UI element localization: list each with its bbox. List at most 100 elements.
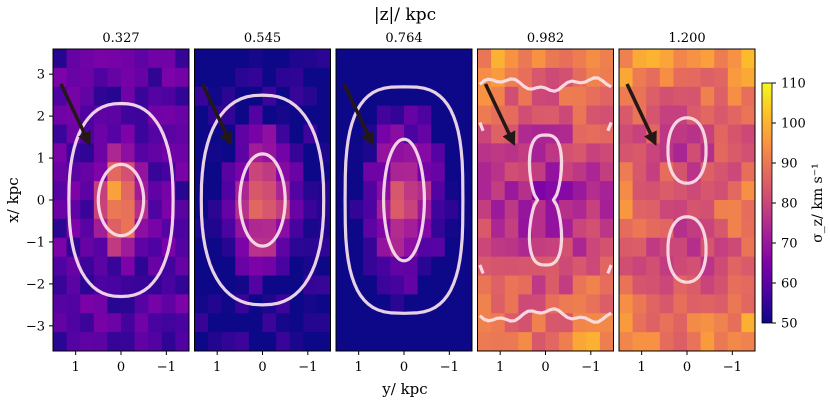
panel-3: 0.764 1 0 −1 — [335, 31, 473, 375]
heatmap-cell — [586, 332, 601, 352]
heatmap-cell — [134, 313, 149, 333]
heatmap-cell — [491, 332, 506, 352]
heatmap-cell — [586, 181, 601, 201]
heatmap-cell — [714, 313, 729, 333]
heatmap-cell — [93, 294, 108, 314]
panel-label: 0.327 — [102, 31, 139, 46]
heatmap-cell — [262, 105, 277, 125]
heatmap-cell — [121, 49, 135, 69]
heatmap-cell — [458, 218, 473, 239]
heatmap-cell — [316, 124, 331, 144]
heatmap-cell — [491, 237, 506, 258]
heatmap-cell — [404, 181, 418, 201]
heatmap-cell — [518, 49, 533, 69]
heatmap-cell — [175, 105, 190, 125]
heatmap-cell — [504, 181, 519, 201]
heatmap-cell — [619, 218, 633, 239]
heatmap-cell — [518, 313, 533, 333]
heatmap-cell — [175, 49, 190, 69]
heatmap-cell — [404, 200, 418, 220]
heatmap-cell — [363, 237, 378, 258]
heatmap-cell — [66, 332, 81, 352]
heatmap-cell — [376, 86, 391, 107]
heatmap-cell — [390, 313, 405, 333]
heatmap-cell — [262, 67, 277, 88]
heatmap-cell — [276, 124, 291, 144]
x-tick-label: −1 — [157, 360, 176, 375]
heatmap-cell — [477, 275, 492, 295]
heatmap-cell — [161, 332, 176, 352]
y-tick-label: 0 — [37, 194, 45, 209]
heatmap-cell — [107, 105, 122, 125]
heatmap-cell — [276, 49, 291, 69]
heatmap-cell — [107, 49, 122, 69]
heatmap-cell — [518, 105, 533, 125]
heatmap-cell — [646, 49, 661, 69]
heatmap-cell — [121, 86, 135, 107]
heatmap-cell — [632, 162, 647, 182]
heatmap-cell — [221, 256, 236, 276]
heatmap-cell — [458, 162, 473, 182]
contour-line — [478, 307, 612, 324]
heatmap-cell — [404, 86, 418, 107]
heatmap-cell — [134, 67, 149, 88]
heatmap-cell — [504, 143, 519, 163]
heatmap-cell — [741, 67, 756, 88]
contour-line — [478, 264, 485, 274]
heatmap-cell — [148, 218, 163, 239]
panel-1: 0.327 1 0 −1 — [52, 31, 190, 375]
heatmap-cell — [276, 67, 291, 88]
heatmap-cell — [390, 275, 405, 295]
heatmap-cell — [148, 86, 163, 107]
heatmap-cell — [545, 49, 560, 69]
heatmap-cell — [444, 124, 459, 144]
heatmap-cell — [289, 218, 304, 239]
heatmap-cell — [336, 67, 350, 88]
heatmap-cell — [235, 256, 250, 276]
heatmap-cell — [121, 67, 135, 88]
heatmap-cell — [148, 313, 163, 333]
heatmap-cell — [687, 86, 701, 107]
heatmap-cell — [741, 162, 756, 182]
x-tick-label: 0 — [400, 360, 408, 375]
heatmap-cell — [659, 49, 674, 69]
heatmap-cell — [431, 256, 446, 276]
heatmap-cell — [741, 237, 756, 258]
x-tick-label: 0 — [117, 360, 125, 375]
heatmap-cell — [175, 237, 190, 258]
heatmap-cell — [376, 143, 391, 163]
heatmap-cell — [458, 181, 473, 201]
heatmap-cell — [336, 275, 350, 295]
heatmap-cell — [431, 181, 446, 201]
heatmap-cell — [390, 105, 405, 125]
heatmap-cell — [148, 105, 163, 125]
heatmap-cell — [404, 275, 418, 295]
heatmap-cell — [458, 275, 473, 295]
heatmap-cell — [148, 237, 163, 258]
heatmap-cell — [376, 275, 391, 295]
heatmap-cell — [477, 237, 492, 258]
arrow — [342, 83, 374, 147]
heatmap-cell — [80, 332, 95, 352]
panel-4: 0.982 1 0 −1 — [477, 31, 614, 375]
heatmap-cell — [289, 162, 304, 182]
heatmap-cell — [458, 49, 473, 69]
heatmap-cell — [336, 105, 350, 125]
heatmap-cell — [303, 143, 318, 163]
heatmap-cell — [518, 86, 533, 107]
heatmap-cell — [599, 275, 614, 295]
heatmap-cell — [673, 237, 688, 258]
heatmap-cell — [619, 124, 633, 144]
heatmap-cell — [221, 162, 236, 182]
heatmap-cell — [417, 275, 432, 295]
heatmap-cell — [659, 313, 674, 333]
heatmap-cell — [673, 49, 688, 69]
heatmap-cell — [417, 256, 432, 276]
heatmap-cell — [458, 86, 473, 107]
heatmap-cell — [316, 256, 331, 276]
heatmap-cell — [673, 332, 688, 352]
heatmap-cell — [336, 332, 350, 352]
heatmap-cell — [376, 313, 391, 333]
contour-line — [666, 215, 708, 284]
heatmap-cell — [431, 313, 446, 333]
